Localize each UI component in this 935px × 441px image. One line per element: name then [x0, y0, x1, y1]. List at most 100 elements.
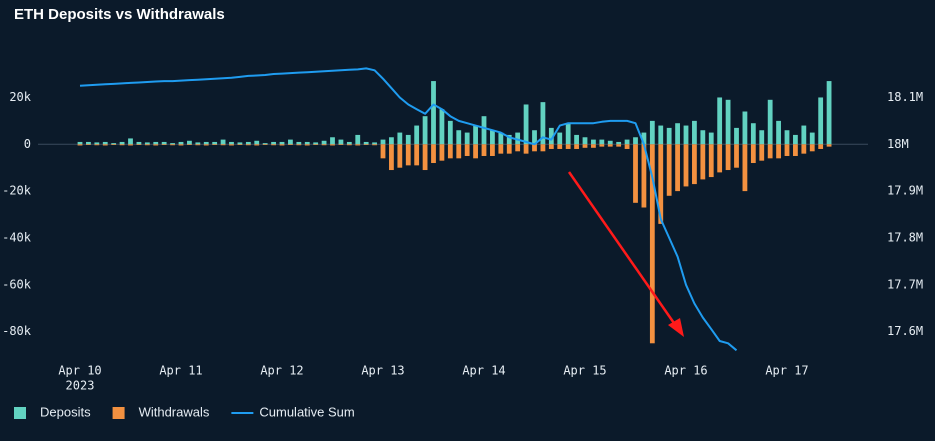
deposit-bar: [405, 134, 411, 145]
deposit-bar: [574, 134, 579, 145]
withdrawal-bar: [212, 144, 218, 145]
deposit-bar: [254, 140, 260, 145]
legend-swatch: [14, 407, 26, 419]
deposit-bar: [363, 141, 369, 145]
deposit-bar: [203, 141, 209, 145]
deposit-bar: [582, 137, 588, 145]
withdrawal-bar: [826, 144, 832, 147]
withdrawal-bar: [422, 144, 428, 171]
withdrawal-bar: [77, 144, 83, 146]
deposit-bar: [346, 141, 352, 145]
withdrawal-bar: [262, 144, 268, 145]
withdrawal-bar: [700, 144, 706, 180]
deposit-bar: [548, 127, 554, 145]
deposit-bar: [565, 123, 571, 145]
deposit-bar: [464, 132, 470, 145]
deposit-bar: [380, 139, 386, 145]
withdrawal-bar: [649, 144, 655, 344]
withdrawal-bar: [229, 144, 234, 146]
withdrawal-bar: [170, 144, 175, 146]
deposit-bar: [641, 132, 647, 145]
withdrawal-bar: [616, 144, 622, 147]
deposit-bar: [742, 111, 748, 145]
legend-label: Deposits: [40, 404, 91, 419]
y-tick-label: -60k: [2, 277, 32, 291]
deposit-bar: [540, 102, 546, 145]
withdrawal-bar: [296, 144, 302, 146]
deposit-bar: [717, 97, 723, 145]
withdrawal-bar: [102, 144, 108, 146]
withdrawal-bar: [161, 144, 167, 145]
legend-swatch: [112, 407, 125, 419]
withdrawal-bar: [144, 144, 150, 146]
deposit-bar: [557, 132, 563, 145]
x-tick-label: Apr 17: [765, 364, 808, 378]
withdrawal-bar: [506, 144, 512, 154]
withdrawal-bar: [498, 144, 504, 154]
deposit-bar: [330, 137, 335, 145]
withdrawal-bar: [439, 144, 445, 161]
y-tick-label: 20k: [9, 90, 31, 104]
deposit-bar: [245, 141, 251, 145]
withdrawal-bar: [153, 144, 159, 146]
deposit-bar: [666, 127, 672, 145]
withdrawal-bar: [372, 144, 377, 146]
withdrawal-bar: [363, 144, 369, 145]
x-tick-label: Apr 11: [159, 364, 202, 378]
x-tick-label: Apr 10: [58, 364, 101, 378]
deposit-bar: [456, 130, 462, 145]
x-tick-label: Apr 13: [361, 364, 404, 378]
deposit-bar: [279, 141, 285, 145]
deposit-bar: [725, 99, 731, 145]
withdrawal-bar: [523, 144, 529, 154]
x-tick-label: Apr 14: [462, 364, 505, 378]
deposit-bar: [271, 141, 276, 145]
annotation-arrow: [567, 171, 684, 337]
withdrawal-bar: [473, 144, 478, 159]
withdrawal-bar: [658, 144, 664, 224]
chart-title: ETH Deposits vs Withdrawals: [14, 6, 225, 23]
deposit-bar: [481, 116, 487, 145]
withdrawal-bar: [456, 144, 462, 159]
withdrawal-bar: [675, 144, 680, 192]
withdrawal-bar: [220, 144, 226, 146]
deposit-bar: [591, 139, 596, 145]
deposit-bar: [431, 81, 436, 145]
deposit-bar: [128, 138, 133, 145]
y-tick-label: -40k: [2, 230, 32, 244]
withdrawal-bar: [119, 144, 125, 146]
withdrawal-bar: [776, 144, 781, 159]
deposit-bar: [801, 125, 807, 145]
withdrawal-bar: [540, 144, 546, 152]
y2-tick-label: 17.6M: [887, 324, 923, 338]
deposit-bar: [397, 132, 403, 145]
deposit-bar: [793, 134, 798, 145]
deposit-bar: [170, 143, 175, 145]
deposit-bar: [523, 104, 529, 145]
withdrawal-bar: [784, 144, 790, 156]
deposit-bar: [304, 141, 310, 145]
deposit-bar: [321, 140, 327, 145]
withdrawal-bar: [759, 144, 765, 161]
deposit-bar: [178, 141, 184, 145]
withdrawal-bar: [271, 144, 276, 146]
withdrawal-bar: [591, 144, 596, 148]
cumulative-line: [79, 67, 738, 352]
deposit-bar: [826, 81, 832, 145]
x-tick-label: Apr 16: [664, 364, 707, 378]
withdrawal-bar: [355, 144, 361, 146]
withdrawal-bar: [313, 144, 319, 145]
withdrawal-bar: [464, 144, 470, 156]
withdrawal-bar: [818, 144, 824, 149]
deposit-bar: [86, 141, 91, 145]
deposit-bar: [490, 130, 495, 145]
deposit-bar: [220, 139, 226, 145]
y2-tick-label: 17.8M: [887, 230, 923, 244]
withdrawal-bar: [203, 144, 209, 146]
deposit-bar: [372, 142, 377, 145]
withdrawal-bar: [447, 144, 453, 159]
withdrawal-bar: [338, 144, 344, 145]
deposit-bar: [818, 97, 824, 145]
